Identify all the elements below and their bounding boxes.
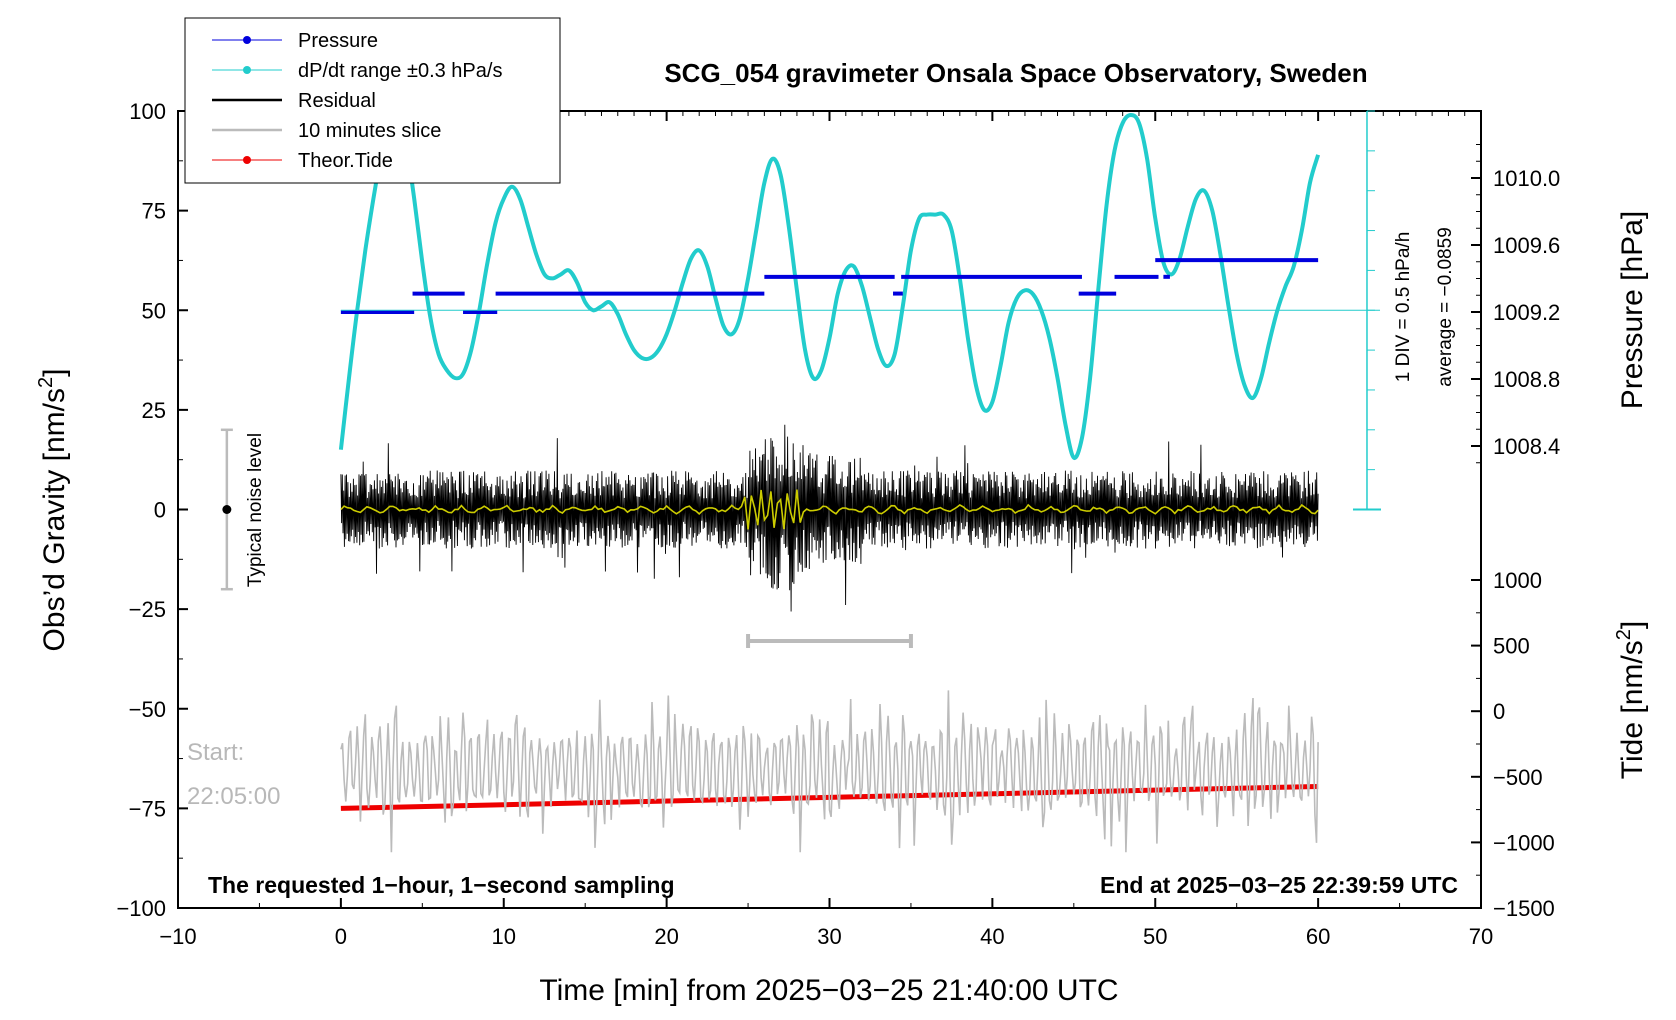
pressure-axis-label: Pressure [hPa] [1616,211,1649,409]
y-tick-label: 75 [142,199,166,224]
x-tick-label: 10 [492,924,516,949]
y-tick-label: −50 [129,697,166,722]
annotations [220,110,1381,649]
legend-label: 10 minutes slice [298,120,441,142]
tide-axis-label-end: ] [1616,621,1649,629]
footer-right: End at 2025−03−25 22:39:59 UTC [1100,872,1458,898]
x-tick-label: 70 [1469,924,1493,949]
noise-level-dot [222,505,232,514]
dpdt-series [338,102,1321,460]
tide-tick-label: −500 [1493,765,1543,790]
legend-label: Residual [298,90,376,112]
tide-tick-label: −1500 [1493,896,1555,921]
legend-marker [243,66,251,74]
x-axis-label: Time [min] from 2025−03−25 21:40:00 UTC [539,974,1118,1007]
y-tick-label: 100 [129,99,166,124]
legend-label: dP/dt range ±0.3 hPa/s [298,60,502,82]
tide-axis-label-main: Tide [nm/s [1616,640,1649,779]
chart-title: SCG_054 gravimeter Onsala Space Observat… [664,58,1367,88]
axis-ticks: −10 0 10 20 30 40 50 60 701007550250−25−50−75−10… [116,99,1560,949]
left-axis-label-main: Obs’d Gravity [nm/s [38,388,71,651]
x-tick-label: 60 [1306,924,1330,949]
legend-marker [243,156,251,164]
x-tick-label: 20 [654,924,678,949]
legend-label: Theor.Tide [298,150,393,172]
x-tick-label: 40 [980,924,1004,949]
pressure-tick-label: 1009.2 [1493,300,1560,325]
tide-tick-label: 0 [1493,699,1505,724]
residual-smooth-line [340,489,1319,530]
x-tick-label: 0 [335,924,347,949]
y-tick-label: 25 [142,398,166,423]
x-tick-label: −10 [159,924,196,949]
tide-axis-label-sup: 2 [1613,629,1635,640]
tide-tick-label: −1000 [1493,830,1555,855]
pressure-tick-label: 1009.6 [1493,233,1560,258]
pressure-average-label: average = −0.0859 [1435,227,1456,387]
slice-series [340,690,1319,853]
pressure-tick-label: 1008.8 [1493,367,1560,392]
x-tick-label: 30 [817,924,841,949]
pressure-tick-label: 1010.0 [1493,166,1560,191]
y-tick-label: 0 [154,498,166,523]
pressure-div-label: 1 DIV = 0.5 hPa/h [1393,232,1414,383]
left-axis-label-end: ] [38,369,71,377]
left-axis-label: Obs’d Gravity [nm/s2] [35,369,71,652]
pressure-series [340,258,1319,314]
legend-marker [243,36,251,44]
tide-tick-label: 500 [1493,634,1530,659]
tide-axis-label: Tide [nm/s2] [1613,621,1649,779]
y-tick-label: −75 [129,796,166,821]
noise-level-label: Typical noise level [245,433,266,587]
y-tick-label: 50 [142,298,166,323]
slice-line [340,690,1319,853]
y-tick-label: −25 [129,597,166,622]
legend-label: Pressure [298,30,378,52]
x-tick-label: 50 [1143,924,1167,949]
residual-series [340,424,1319,612]
residual-line [340,424,1319,612]
dpdt-line [338,102,1321,460]
start-label: Start: [187,739,244,766]
legend: Pressure dP/dt range ±0.3 hPa/s Residual 10… [184,17,561,184]
left-axis-label-sup: 2 [35,377,57,388]
pressure-tick-label: 1008.4 [1493,434,1560,459]
y-tick-label: −100 [116,896,166,921]
start-time-label: 22:05:00 [187,783,280,810]
footer-left: The requested 1−hour, 1−second sampling [208,872,675,898]
tide-tick-label: 1000 [1493,568,1542,593]
